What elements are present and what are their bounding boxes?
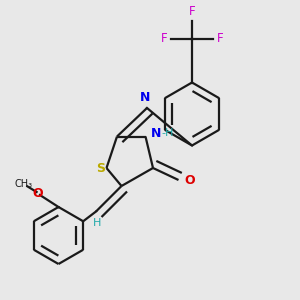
Text: F: F xyxy=(217,32,223,46)
Text: O: O xyxy=(33,187,44,200)
Text: S: S xyxy=(96,161,105,175)
Text: N: N xyxy=(140,91,150,104)
Text: H: H xyxy=(93,218,102,228)
Text: CH₃: CH₃ xyxy=(15,179,33,189)
Text: O: O xyxy=(184,173,194,187)
Text: N: N xyxy=(151,127,161,140)
Text: -H: -H xyxy=(161,128,173,138)
Text: F: F xyxy=(161,32,167,46)
Text: F: F xyxy=(189,5,195,18)
